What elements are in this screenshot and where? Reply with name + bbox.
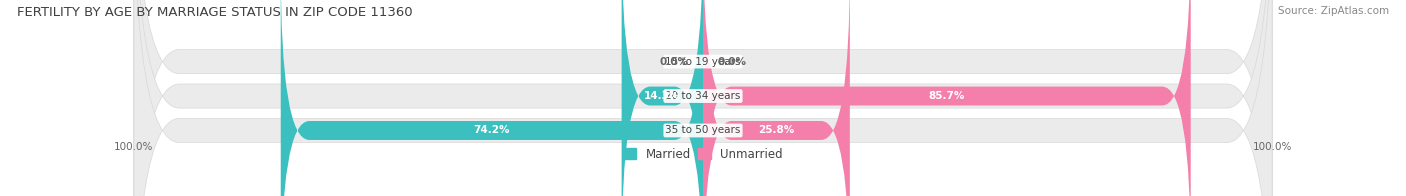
Text: 0.0%: 0.0% <box>717 57 747 67</box>
Text: 25.8%: 25.8% <box>758 125 794 135</box>
FancyBboxPatch shape <box>134 0 1272 196</box>
Text: 35 to 50 years: 35 to 50 years <box>665 125 741 135</box>
Text: 15 to 19 years: 15 to 19 years <box>665 57 741 67</box>
FancyBboxPatch shape <box>134 0 1272 196</box>
Text: 14.3%: 14.3% <box>644 91 681 101</box>
FancyBboxPatch shape <box>134 0 1272 196</box>
Text: 20 to 34 years: 20 to 34 years <box>665 91 741 101</box>
Text: FERTILITY BY AGE BY MARRIAGE STATUS IN ZIP CODE 11360: FERTILITY BY AGE BY MARRIAGE STATUS IN Z… <box>17 6 412 19</box>
Text: 85.7%: 85.7% <box>929 91 965 101</box>
Text: 74.2%: 74.2% <box>474 125 510 135</box>
FancyBboxPatch shape <box>703 0 1191 196</box>
FancyBboxPatch shape <box>281 0 703 196</box>
Legend: Married, Unmarried: Married, Unmarried <box>623 148 783 161</box>
Text: Source: ZipAtlas.com: Source: ZipAtlas.com <box>1278 6 1389 16</box>
Text: 100.0%: 100.0% <box>114 142 153 152</box>
Text: 0.0%: 0.0% <box>659 57 689 67</box>
FancyBboxPatch shape <box>703 0 849 196</box>
FancyBboxPatch shape <box>621 0 703 196</box>
Text: 100.0%: 100.0% <box>1253 142 1292 152</box>
